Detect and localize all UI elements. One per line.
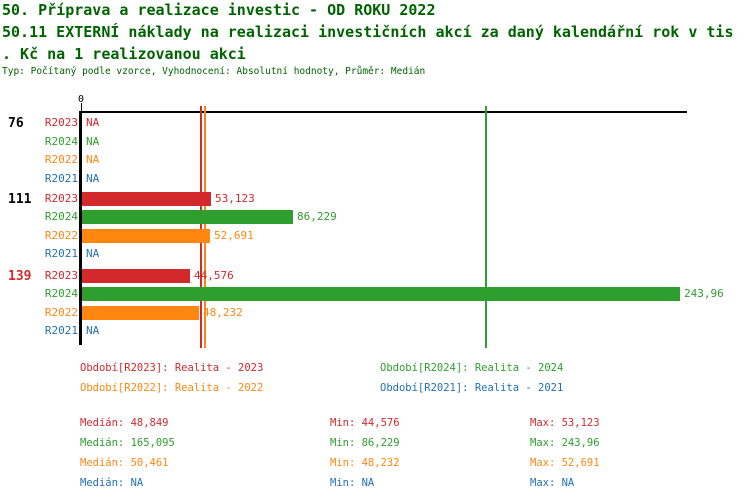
legend-item-r2023: Období[R2023]: Realita - 2023	[80, 362, 264, 374]
bar-r2024	[82, 287, 680, 301]
na-value-label: NA	[86, 324, 100, 337]
legend-item-r2022: Období[R2022]: Realita - 2022	[80, 382, 264, 394]
x-axis-zero-label: 0	[77, 94, 85, 105]
bar-r2022	[82, 305, 199, 320]
series-label-r2023: R2023	[44, 116, 78, 129]
na-value-label: NA	[86, 134, 100, 148]
indicator-meta: Typ: Počítaný podle vzorce, Vyhodnocení:…	[2, 66, 426, 77]
group-label: 111	[8, 191, 32, 207]
stat-min-r2021: Min: NA	[330, 477, 375, 489]
bar-value-label: 243,96	[684, 287, 724, 300]
bar-r2023	[82, 268, 190, 283]
bar-r2022	[82, 228, 210, 243]
indicator-title-line1: 50.11 EXTERNÍ náklady na realizaci inves…	[2, 23, 734, 41]
na-value-label: NA	[86, 247, 100, 260]
na-value-label: NA	[86, 153, 100, 166]
series-label-r2023: R2023	[44, 191, 78, 205]
group-label: 76	[8, 116, 24, 131]
stat-min-r2024: Min: 86,229	[330, 437, 400, 449]
series-label-r2021: R2021	[44, 171, 78, 185]
y-axis-line	[79, 111, 82, 345]
stat-median-r2024: Medián: 165,095	[80, 437, 175, 449]
legend-item-r2024: Období[R2024]: Realita - 2024	[380, 362, 564, 374]
stat-max-r2021: Max: NA	[530, 477, 575, 489]
stat-min-r2022: Min: 48,232	[330, 457, 400, 469]
stat-max-r2022: Max: 52,691	[530, 457, 600, 469]
series-label-r2024: R2024	[44, 134, 78, 148]
na-value-label: NA	[86, 171, 100, 185]
x-axis-zero-tick	[81, 103, 82, 111]
series-label-r2024: R2024	[44, 287, 78, 300]
series-label-r2021: R2021	[44, 247, 78, 260]
stat-max-r2024: Max: 243,96	[530, 437, 600, 449]
bar-r2023	[82, 191, 211, 206]
report-title: 50. Příprava a realizace investic - OD R…	[2, 1, 436, 19]
median-line-r2024	[485, 106, 487, 348]
bar-value-label: 44,576	[194, 268, 234, 282]
median-line-r2022	[204, 106, 206, 348]
na-value-label: NA	[86, 116, 100, 129]
legend-item-r2021: Období[R2021]: Realita - 2021	[380, 382, 564, 394]
bar-value-label: 53,123	[215, 191, 255, 205]
stat-max-r2023: Max: 53,123	[530, 417, 600, 429]
stat-median-r2021: Medián: NA	[80, 477, 144, 489]
stat-median-r2022: Medián: 50,461	[80, 457, 169, 469]
series-label-r2023: R2023	[44, 268, 78, 282]
median-line-r2023	[200, 106, 202, 348]
series-label-r2022: R2022	[44, 305, 78, 319]
group-label: 139	[8, 268, 32, 284]
stat-median-r2023: Medián: 48,849	[80, 417, 169, 429]
bar-value-label: 48,232	[203, 305, 243, 319]
bar-value-label: 86,229	[297, 210, 337, 223]
series-label-r2022: R2022	[44, 228, 78, 242]
bar-r2024	[82, 210, 293, 224]
indicator-title-line2: . Kč na 1 realizovanou akci	[2, 45, 246, 63]
stat-min-r2023: Min: 44,576	[330, 417, 400, 429]
series-label-r2021: R2021	[44, 324, 78, 337]
bar-value-label: 52,691	[214, 228, 254, 242]
series-label-r2024: R2024	[44, 210, 78, 223]
series-label-r2022: R2022	[44, 153, 78, 166]
x-axis-line	[80, 111, 687, 113]
